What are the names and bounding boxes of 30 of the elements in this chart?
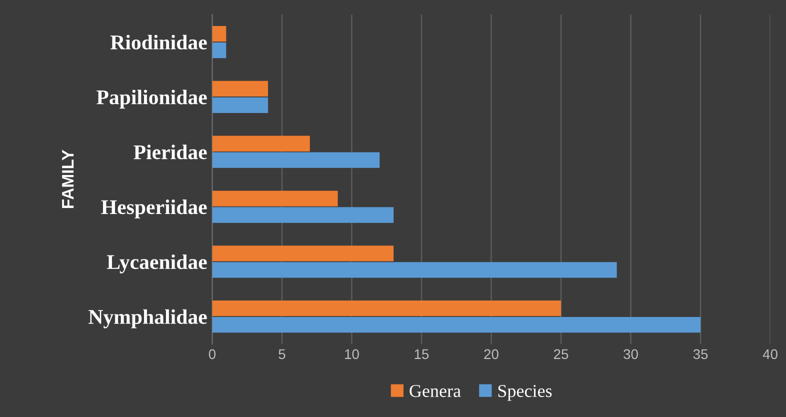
y-tick-label: Hesperiidae bbox=[101, 200, 207, 218]
x-tick-label: 10 bbox=[345, 349, 359, 360]
x-tick-label: 15 bbox=[414, 349, 429, 360]
y-tick-label: Riodinidae bbox=[110, 34, 207, 50]
bar bbox=[212, 262, 617, 278]
x-tick-label: 30 bbox=[624, 349, 638, 360]
legend-label: Species bbox=[498, 384, 552, 401]
y-tick-label: Pieridae bbox=[134, 144, 207, 160]
bar bbox=[212, 42, 226, 58]
bar bbox=[212, 207, 394, 223]
bar bbox=[212, 152, 380, 168]
y-tick-label: Nymphalidae bbox=[88, 309, 207, 328]
x-tick-label: 20 bbox=[484, 349, 498, 360]
y-axis-title: FAMILY bbox=[62, 150, 74, 208]
bar bbox=[212, 80, 268, 97]
x-tick-label: 35 bbox=[693, 349, 708, 360]
bar bbox=[212, 136, 310, 152]
y-tick-label: Lycaenidae bbox=[107, 254, 207, 274]
bar bbox=[212, 97, 268, 114]
bar bbox=[212, 316, 701, 333]
x-tick-label: 40 bbox=[762, 349, 778, 360]
bar bbox=[212, 246, 394, 262]
y-tick-label: Papilionidae bbox=[96, 90, 207, 109]
bar bbox=[212, 190, 338, 206]
legend-label: Genera bbox=[410, 384, 461, 398]
x-tick-label: 5 bbox=[278, 349, 286, 360]
bar bbox=[212, 300, 562, 316]
x-tick-label: 25 bbox=[554, 349, 568, 360]
bar bbox=[212, 26, 226, 42]
x-tick-label: 0 bbox=[208, 349, 216, 360]
